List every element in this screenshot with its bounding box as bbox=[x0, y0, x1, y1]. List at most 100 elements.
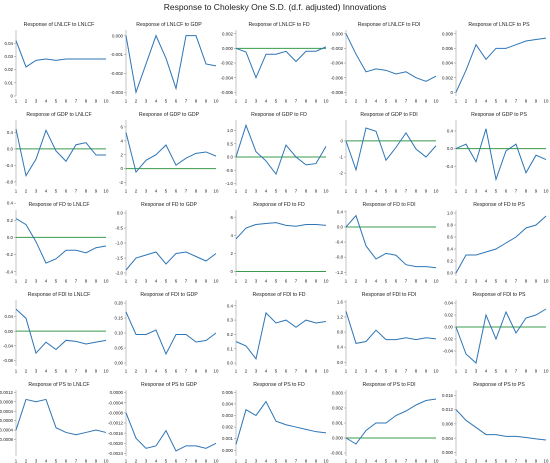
x-tick-label: 7 bbox=[515, 369, 518, 374]
x-tick-label: 1 bbox=[15, 459, 18, 463]
irf-panel: Response of LNLCF to GDP 0.000 -0.001 -0.00… bbox=[111, 22, 219, 104]
panel-title: Response of FDI to GDP bbox=[140, 292, 198, 298]
y-tick-label: -0.006 bbox=[331, 75, 344, 80]
x-tick-label: 7 bbox=[405, 279, 408, 284]
y-tick-label: 0.004 bbox=[442, 61, 454, 66]
x-tick-label: 1 bbox=[235, 279, 238, 284]
x-tick-label: 7 bbox=[75, 99, 78, 104]
y-tick-label: 0.0000 bbox=[110, 390, 124, 395]
response-line bbox=[345, 398, 437, 445]
y-tick-label: -2 bbox=[339, 171, 343, 176]
x-tick-label: 10 bbox=[214, 189, 219, 194]
x-tick-label: 1 bbox=[345, 99, 348, 104]
x-tick-label: 8 bbox=[525, 99, 528, 104]
x-tick-label: 2 bbox=[135, 189, 138, 194]
figure-title: Response to Cholesky One S.D. (d.f. adju… bbox=[164, 2, 387, 12]
x-tick-label: 6 bbox=[65, 279, 68, 284]
y-tick-label: 4 bbox=[121, 138, 124, 143]
y-tick-label: 0.0 bbox=[7, 235, 14, 240]
x-tick-label: 8 bbox=[305, 459, 308, 463]
x-tick-label: 8 bbox=[305, 369, 308, 374]
x-tick-label: 9 bbox=[425, 99, 428, 104]
panel-title: Response of PS to LNLCF bbox=[28, 382, 89, 388]
x-tick-label: 10 bbox=[104, 279, 109, 284]
x-tick-label: 7 bbox=[515, 459, 518, 463]
x-tick-label: 3 bbox=[35, 279, 38, 284]
x-tick-label: 4 bbox=[265, 279, 268, 284]
y-tick-label: 0.10 bbox=[114, 331, 123, 336]
y-tick-label: 0.012 bbox=[442, 407, 454, 412]
x-tick-label: 8 bbox=[195, 459, 198, 463]
y-tick-label: 0.000 bbox=[222, 448, 234, 453]
x-tick-label: 10 bbox=[104, 459, 109, 463]
x-tick-label: 9 bbox=[95, 369, 98, 374]
y-tick-label: -0.0004 bbox=[108, 400, 123, 405]
x-tick-label: 6 bbox=[505, 189, 508, 194]
y-tick-label: 0.1 bbox=[227, 346, 234, 351]
y-tick-label: 0.6 bbox=[447, 235, 454, 240]
panel-title: Response of LNLCF to LNLCF bbox=[24, 22, 95, 28]
y-tick-label: -0.2 bbox=[5, 252, 13, 257]
y-tick-label: -0.0004 bbox=[0, 428, 14, 433]
x-tick-label: 5 bbox=[385, 369, 388, 374]
x-tick-label: 1 bbox=[455, 99, 458, 104]
x-tick-label: 9 bbox=[205, 459, 208, 463]
x-tick-label: 7 bbox=[515, 189, 518, 194]
y-tick-label: 6 bbox=[231, 215, 234, 220]
x-tick-label: 3 bbox=[35, 459, 38, 463]
x-tick-label: 2 bbox=[465, 279, 468, 284]
y-tick-label: -1 bbox=[339, 155, 343, 160]
panel-title: Response of GDP to LNLCF bbox=[26, 112, 91, 118]
x-tick-label: 6 bbox=[505, 279, 508, 284]
response-line bbox=[235, 311, 327, 360]
x-tick-label: 1 bbox=[15, 369, 18, 374]
x-tick-label: 5 bbox=[275, 279, 278, 284]
y-tick-label: 0.2 bbox=[227, 332, 234, 337]
y-tick-label: 0.2 bbox=[447, 259, 454, 264]
x-tick-label: 6 bbox=[395, 459, 398, 463]
x-tick-label: 9 bbox=[425, 369, 428, 374]
x-tick-label: 8 bbox=[525, 369, 528, 374]
x-tick-label: 4 bbox=[485, 99, 488, 104]
x-tick-label: 5 bbox=[385, 459, 388, 463]
x-tick-label: 4 bbox=[375, 459, 378, 463]
response-line bbox=[235, 400, 327, 445]
y-tick-label: 0.006 bbox=[442, 46, 454, 51]
x-tick-label: 3 bbox=[145, 99, 148, 104]
y-tick-label: 0.008 bbox=[442, 421, 454, 426]
y-tick-label: 0.0008 bbox=[0, 399, 14, 404]
x-tick-label: 10 bbox=[104, 369, 109, 374]
y-tick-label: 0.0012 bbox=[0, 390, 14, 395]
x-tick-label: 8 bbox=[85, 189, 88, 194]
x-tick-label: 5 bbox=[55, 279, 58, 284]
y-tick-label: -1.0 bbox=[115, 241, 123, 246]
x-tick-label: 7 bbox=[75, 189, 78, 194]
y-tick-label: 1.6 bbox=[337, 299, 344, 304]
x-tick-label: 10 bbox=[214, 99, 219, 104]
y-tick-label: 0.8 bbox=[447, 223, 454, 228]
y-tick-label: -0.4 bbox=[335, 240, 343, 245]
y-tick-label: 0.004 bbox=[442, 436, 454, 441]
x-tick-label: 1 bbox=[125, 189, 128, 194]
y-tick-label: 0.001 bbox=[222, 436, 234, 441]
irf-panel: Response of FDI to LNLCF 0.04 0.00 -0.04 -0.… bbox=[3, 292, 109, 374]
panel-title: Response of GDP to PS bbox=[471, 112, 527, 118]
x-tick-label: 10 bbox=[544, 369, 549, 374]
y-tick-label: 0.0004 bbox=[0, 409, 14, 414]
x-tick-label: 2 bbox=[355, 189, 358, 194]
x-tick-label: 4 bbox=[155, 459, 158, 463]
y-tick-label: -0.5 bbox=[115, 226, 123, 231]
panel-title: Response of FDI to PS bbox=[472, 292, 526, 298]
y-tick-label: 4 bbox=[231, 233, 234, 238]
y-tick-label: -0.4 bbox=[445, 164, 453, 169]
x-tick-label: 10 bbox=[214, 459, 219, 463]
x-tick-label: 9 bbox=[95, 189, 98, 194]
y-tick-label: -0.006 bbox=[221, 90, 234, 95]
response-line bbox=[455, 37, 547, 93]
x-tick-label: 7 bbox=[515, 99, 518, 104]
x-tick-label: 9 bbox=[205, 99, 208, 104]
x-tick-label: 1 bbox=[345, 459, 348, 463]
y-tick-label: 0 bbox=[231, 269, 234, 274]
y-tick-label: -0.04 bbox=[443, 349, 454, 354]
x-tick-label: 6 bbox=[175, 99, 178, 104]
